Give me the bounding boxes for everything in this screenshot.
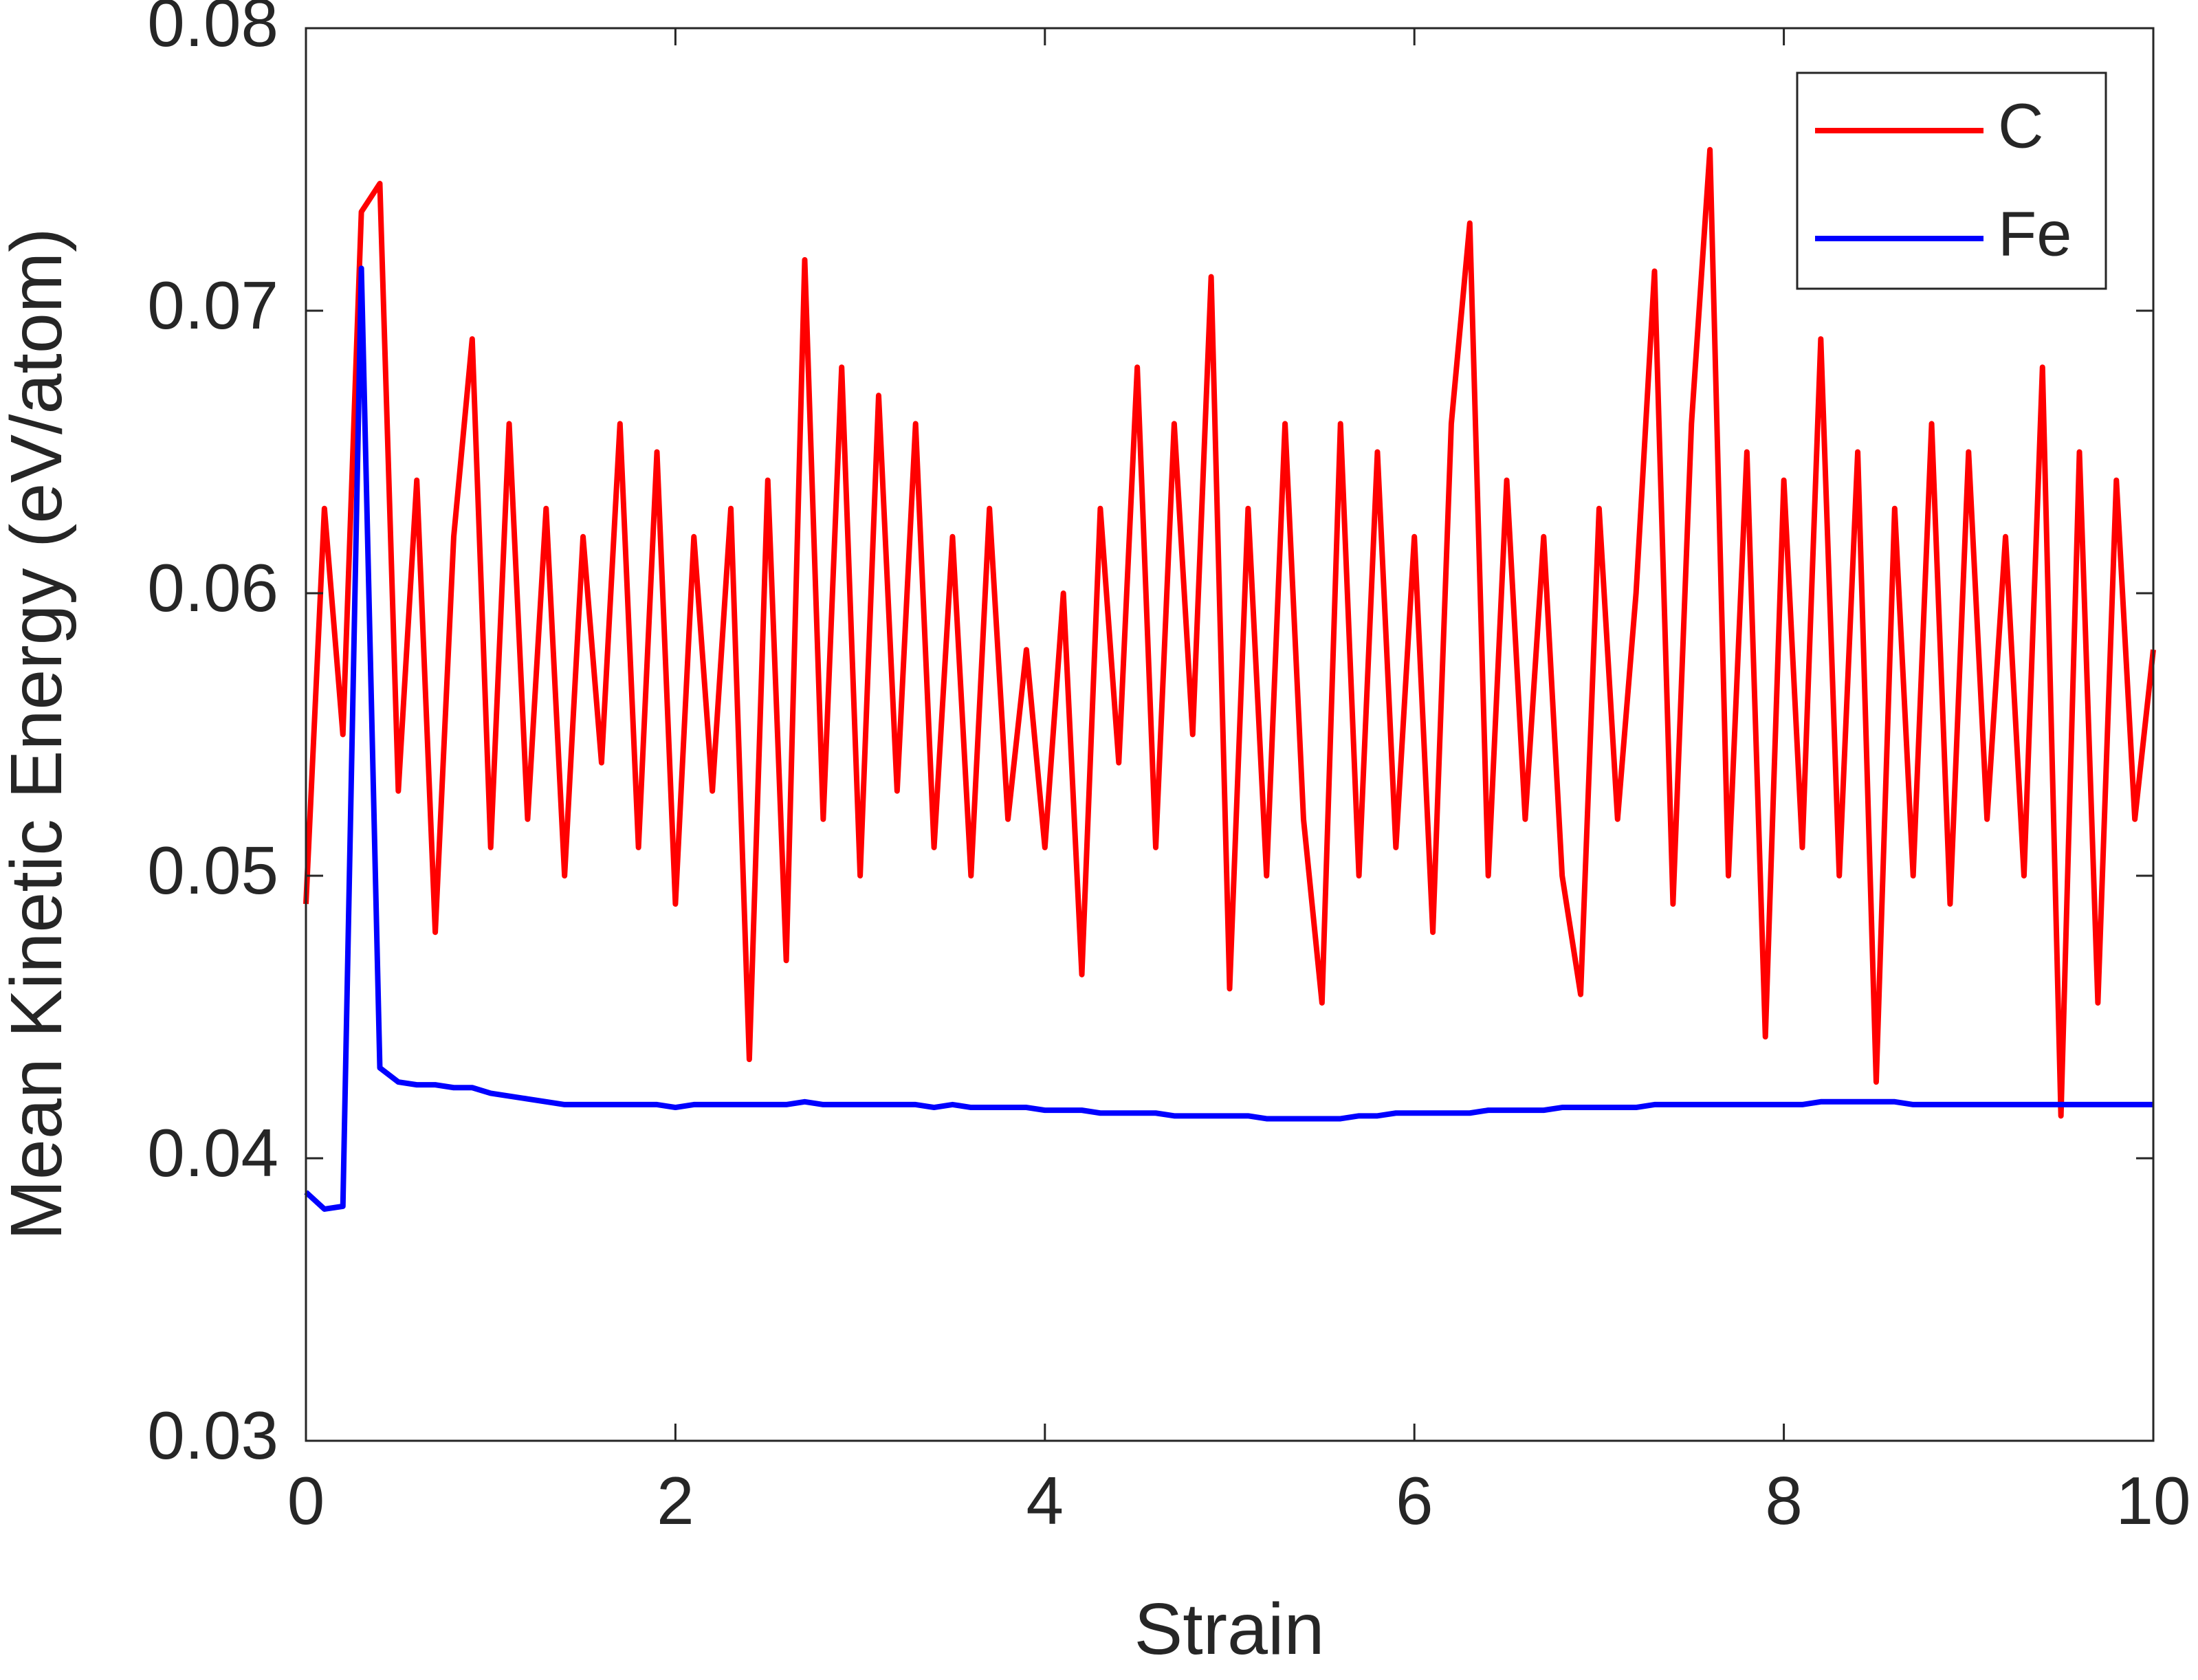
x-tick-label: 2 — [657, 1463, 694, 1538]
plot-frame — [305, 27, 2155, 1442]
x-tick-label: 8 — [1765, 1463, 1803, 1538]
series-line — [304, 265, 2153, 1212]
x-tick-label: 6 — [1396, 1463, 1433, 1538]
legend: C Fe — [1796, 71, 2107, 290]
y-tick-label: 0.08 — [147, 0, 278, 60]
y-tick-label: 0.04 — [147, 1115, 278, 1191]
y-tick-label: 0.03 — [147, 1397, 278, 1473]
x-tick-label: 0 — [287, 1463, 325, 1538]
y-tick-label: 0.06 — [147, 550, 278, 626]
plot-area — [303, 146, 2156, 1212]
legend-box — [1796, 71, 2107, 290]
x-axis-label: Strain — [1134, 1589, 1325, 1670]
legend-label: Fe — [1998, 199, 2071, 269]
x-tick-label: 4 — [1026, 1463, 1064, 1538]
y-tick-label: 0.07 — [147, 267, 278, 343]
legend-label: C — [1998, 91, 2043, 161]
x-tick-label: 10 — [2115, 1463, 2190, 1538]
y-tick-label: 0.05 — [147, 832, 278, 908]
y-axis-label: Mean Kinetic Energy (eV/atom) — [0, 228, 77, 1241]
series-line — [303, 146, 2156, 1119]
